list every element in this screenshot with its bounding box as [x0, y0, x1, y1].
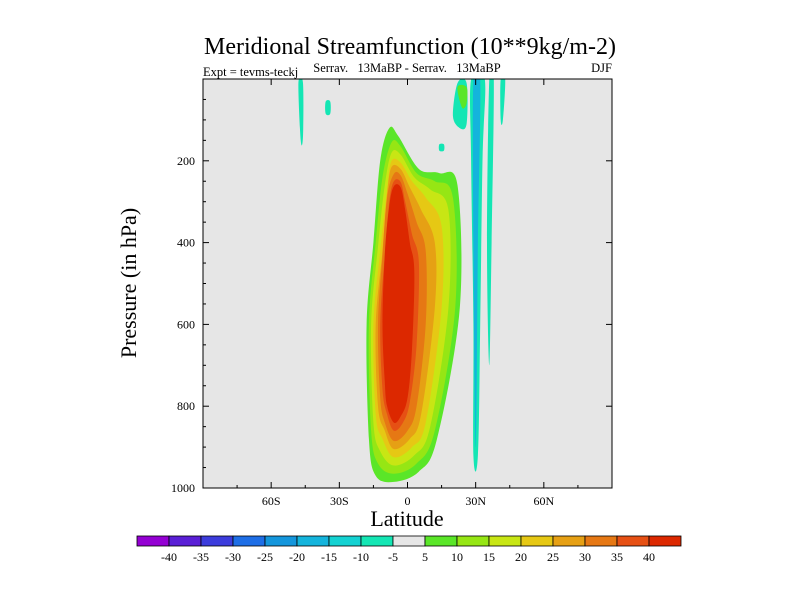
colorbar-label: 5: [422, 550, 428, 564]
colorbar-box: [456, 535, 490, 547]
contour-neg5: [487, 79, 494, 366]
colorbar-box: [392, 535, 426, 547]
colorbar-label: -20: [289, 550, 305, 564]
colorbar-label: 15: [483, 550, 495, 564]
colorbar-box: [520, 535, 554, 547]
colorbar-box: [296, 535, 330, 547]
colorbar-box: [232, 535, 266, 547]
colorbar-box: [616, 535, 650, 547]
center-label: Serrav. 13MaBP - Serrav. 13MaBP: [313, 61, 501, 75]
colorbar-label: -5: [388, 550, 398, 564]
colorbar-label: 30: [579, 550, 591, 564]
colorbar-box: [584, 535, 618, 547]
colorbar-box: [648, 535, 682, 547]
x-axis-ticks: 60S 30S 0 30N 60N: [236, 79, 579, 508]
contour-neg5: [438, 143, 445, 152]
x-tick-label: 0: [405, 494, 411, 508]
colorbar-label: 10: [451, 550, 463, 564]
colorbar-label: -40: [161, 550, 177, 564]
colorbar-label: 25: [547, 550, 559, 564]
right-label: DJF: [591, 61, 612, 75]
colorbar-box: [200, 535, 234, 547]
colorbar-box: [488, 535, 522, 547]
x-tick-label: 30N: [465, 494, 486, 508]
colorbar-box: [136, 535, 170, 547]
contour-neg10: [472, 79, 481, 448]
colorbar-label: -15: [321, 550, 337, 564]
contour-40: [382, 184, 415, 424]
x-axis-label: Latitude: [370, 506, 443, 531]
colorbar-label: 35: [611, 550, 623, 564]
colorbar-box: [360, 535, 394, 547]
x-tick-label: 60N: [533, 494, 554, 508]
y-tick-label: 400: [177, 236, 195, 250]
colorbar-label: -35: [193, 550, 209, 564]
x-tick-label: 60S: [262, 494, 281, 508]
y-tick-label: 800: [177, 399, 195, 413]
y-tick-label: 600: [177, 317, 195, 331]
colorbar-label: -25: [257, 550, 273, 564]
x-tick-label: 30S: [330, 494, 349, 508]
y-tick-label: 1000: [171, 481, 195, 495]
contour-neg5: [325, 100, 331, 116]
colorbar-box: [552, 535, 586, 547]
colorbar-label: -10: [353, 550, 369, 564]
colorbar-box: [264, 535, 298, 547]
contour-neg5: [500, 79, 506, 125]
colorbar-label: -30: [225, 550, 241, 564]
y-axis-ticks: 200 400 600 800 1000: [171, 98, 612, 495]
colorbar-label: 20: [515, 550, 527, 564]
colorbar-label: 40: [643, 550, 655, 564]
colorbar-box: [168, 535, 202, 547]
left-label: Expt = tevms-teckj: [203, 65, 298, 79]
y-axis-label: Pressure (in hPa): [116, 208, 141, 358]
contour-fills: [298, 79, 506, 483]
y-tick-label: 200: [177, 154, 195, 168]
colorbar-box: [424, 535, 458, 547]
colorbar-box: [328, 535, 362, 547]
colorbar: -40 -35 -30 -25 -20 -15 -10 -5 5 10 15 20 25 30 35 40: [136, 535, 682, 564]
contour-5: [457, 84, 468, 109]
chart-title: Meridional Streamfunction (10**9kg/m-2): [204, 34, 616, 60]
contour-neg5: [298, 79, 304, 146]
